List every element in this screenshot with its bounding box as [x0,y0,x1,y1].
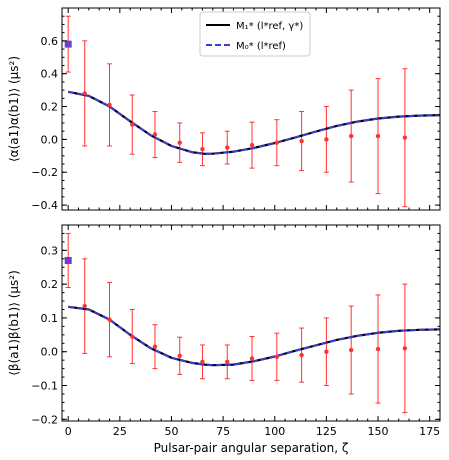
data-point [348,347,354,353]
legend-label-m0: M₀* (l*ref) [236,41,286,52]
y-tick-label: −0.2 [31,413,58,426]
x-axis-label: Pulsar-pair angular separation, ζ [154,441,349,455]
zero-separation-point [64,256,72,264]
data-point [225,359,230,365]
data-point [177,140,182,145]
data-point [130,334,135,339]
x-tick-label: 175 [419,425,440,438]
data-point [348,133,354,139]
y-tick-label: −0.2 [31,166,58,179]
zero-separation-point [64,40,72,48]
data-point [299,138,304,144]
legend-label-m1: M₁* (l*ref, γ*) [236,21,303,32]
y-tick-label: 0.4 [41,68,59,81]
y-tick-label: 0.6 [41,35,59,48]
y-tick-label: 0.0 [41,133,59,146]
data-point [225,145,230,150]
x-tick-label: 0 [65,425,72,438]
data-point [274,140,280,145]
data-point [200,147,205,152]
top-panel-frame [61,7,441,211]
top-panel-y-axis-label: ⟨α(a1)α(b1)⟩ (μs²) [7,56,21,162]
y-tick-label: 0.2 [41,101,59,114]
y-tick-label: 0.2 [41,278,59,291]
legend: M₁* (l*ref, γ*) M₀* (l*ref) [199,11,311,57]
data-point [107,102,112,108]
x-tick-label: 100 [264,425,285,438]
x-tick-label: 125 [316,425,337,438]
data-point [249,142,255,148]
bottom-panel: 0 25 50 75 100 125 150 175−0.2−0.10.00.10.20.3 … [7,224,441,438]
data-point [82,91,87,96]
x-tick-label: 25 [113,425,127,438]
data-point [274,354,280,359]
data-point [200,359,205,365]
data-point [324,137,329,142]
bottom-panel-frame [61,224,441,422]
data-point [107,317,112,322]
data-point [82,303,87,309]
y-tick-label: −0.1 [31,380,58,393]
data-point [402,346,408,351]
x-tick-label: 150 [368,425,389,438]
bottom-panel-y-axis-label: ⟨β(a1)β(b1)⟩ (μs²) [7,270,21,376]
data-point [130,122,135,127]
data-point [375,346,381,352]
y-tick-label: 0.1 [41,312,59,325]
data-point [375,133,381,139]
data-point [299,352,304,358]
data-point [177,353,182,358]
data-point [152,132,158,137]
data-point [249,356,255,361]
data-point [402,135,408,140]
x-tick-label: 50 [164,425,178,438]
x-tick-label: 75 [216,425,230,438]
y-tick-label: 0.0 [41,346,59,359]
y-tick-label: −0.4 [31,199,58,212]
y-tick-label: 0.3 [41,244,59,257]
data-point [324,349,329,354]
data-point [152,344,158,349]
top-panel: −0.4−0.20.00.20.40.6 ⟨α(a1)α(b1)⟩ (μs²) … [7,7,441,212]
